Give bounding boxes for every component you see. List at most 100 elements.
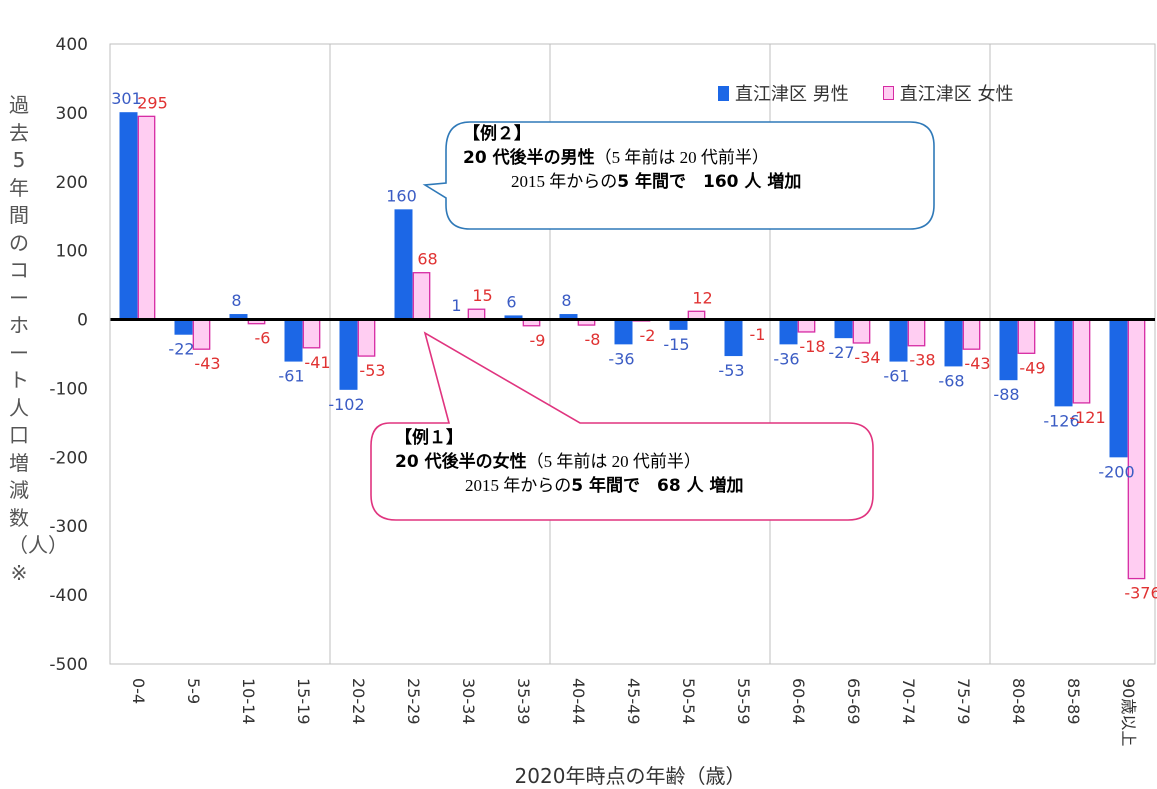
- legend-swatch-female: [882, 86, 894, 100]
- callout-example2-line2: 2015 年からの5 年間で 160 人 増加: [463, 170, 801, 194]
- y-tick-label: -200: [49, 448, 88, 468]
- bar-female: [1072, 318, 1091, 404]
- y-tick-label: -100: [49, 379, 88, 399]
- bar-female: [467, 308, 486, 321]
- legend-label-female: 直江津区 女性: [899, 84, 1014, 105]
- value-label-female: 12: [692, 288, 712, 307]
- value-label-female: -9: [530, 331, 546, 350]
- bar-male: [889, 319, 908, 362]
- bar-male: [1054, 319, 1073, 407]
- value-label-male: -36: [608, 349, 634, 368]
- bar-male: [999, 319, 1018, 381]
- legend-item-female: 直江津区 女性: [882, 80, 1014, 106]
- value-label-female: -43: [964, 354, 990, 373]
- y-tick-label: 300: [56, 104, 88, 124]
- bar-female: [797, 318, 816, 333]
- axes: [109, 44, 1155, 664]
- callout-example1-line1-rest: （5 年前は 20 代前半）: [526, 452, 701, 471]
- value-label-male: -61: [278, 367, 304, 386]
- value-label-female: -41: [304, 353, 330, 372]
- value-label-female: -376: [1124, 584, 1157, 603]
- value-label-male: -53: [718, 361, 744, 380]
- bars: [119, 112, 1146, 580]
- y-tick-labels: 400 300 200 100 0 -100 -200 -300 -400 -500: [49, 35, 88, 675]
- bar-male: [669, 319, 688, 330]
- y-tick-label: -300: [49, 517, 88, 537]
- x-tick-label: 30-34: [459, 678, 478, 725]
- bar-female: [1017, 318, 1036, 354]
- y-tick-label: -400: [49, 586, 88, 606]
- value-label-female: -8: [585, 330, 601, 349]
- value-label-female: -34: [854, 348, 880, 367]
- value-label-male: -102: [328, 395, 364, 414]
- x-tick-label: 20-24: [349, 678, 368, 725]
- x-tick-label: 65-69: [844, 678, 863, 725]
- value-label-male: -88: [993, 385, 1019, 404]
- callout-example2-line2-pre: 2015 年からの: [511, 172, 618, 191]
- bar-male: [834, 319, 853, 339]
- bar-male: [779, 319, 798, 345]
- callouts: [370, 121, 935, 521]
- bar-male: [229, 314, 248, 320]
- bar-male: [174, 319, 193, 335]
- callout-example2-shape: [422, 121, 935, 230]
- callout-example2-line1-bold: 20 代後半の男性: [463, 148, 595, 168]
- value-label-male: -15: [663, 335, 689, 354]
- value-label-female: -2: [640, 326, 656, 345]
- x-tick-label: 90歳以上: [1119, 678, 1138, 746]
- bar-male: [394, 209, 413, 320]
- bar-female: [907, 318, 926, 347]
- bar-male: [504, 315, 523, 320]
- value-label-female: -49: [1019, 358, 1045, 377]
- bar-female: [852, 318, 871, 344]
- bar-male: [944, 319, 963, 367]
- value-label-male: 8: [231, 291, 241, 310]
- callout-example1-line2-bold: 5 年間で 68 人 増加: [571, 476, 744, 496]
- value-label-male: -22: [168, 340, 194, 359]
- value-label-female: -6: [255, 329, 271, 348]
- value-label-female: -53: [359, 361, 385, 380]
- bar-male: [724, 319, 743, 357]
- value-label-female: -121: [1069, 408, 1105, 427]
- y-tick-label: 0: [77, 311, 88, 331]
- bar-male: [559, 314, 578, 320]
- x-tick-label: 80-84: [1009, 678, 1028, 725]
- bar-female: [357, 318, 376, 357]
- value-label-male: 1: [451, 296, 461, 315]
- callout-example2-line2-bold: 5 年間で 160 人 増加: [617, 172, 802, 192]
- x-tick-label: 85-89: [1064, 678, 1083, 725]
- callout-example1-line1-bold: 20 代後半の女性: [395, 452, 527, 472]
- value-label-female: -1: [750, 325, 766, 344]
- value-label-male: -61: [883, 367, 909, 386]
- callout-example1-line1: 20 代後半の女性（5 年前は 20 代前半）: [395, 450, 744, 474]
- value-label-male: 160: [386, 186, 417, 205]
- value-label-female: 15: [472, 286, 492, 305]
- legend-swatch-male: [718, 85, 729, 101]
- x-tick-label: 15-19: [294, 678, 313, 725]
- callout-example1-shape: [370, 331, 874, 521]
- value-label-male: -200: [1098, 462, 1134, 481]
- x-tick-label: 35-39: [514, 678, 533, 725]
- value-label-male: 8: [561, 291, 571, 310]
- callout-example2-line1: 20 代後半の男性（5 年前は 20 代前半）: [463, 146, 801, 170]
- x-tick-label: 55-59: [734, 678, 753, 725]
- value-label-female: -38: [909, 351, 935, 370]
- y-axis-title: 過去5年間のコーホート人口増減数（人）※: [8, 93, 68, 585]
- bar-male: [284, 319, 303, 362]
- callout-example1-line2-pre: 2015 年からの: [465, 476, 572, 495]
- x-tick-label: 25-29: [404, 678, 423, 725]
- value-label-female: -43: [194, 354, 220, 373]
- y-tick-label: 200: [56, 173, 88, 193]
- legend: 直江津区 男性 直江津区 女性: [718, 80, 1013, 106]
- bar-female: [192, 318, 211, 350]
- value-label-male: -27: [828, 343, 854, 362]
- x-tick-label: 50-54: [679, 678, 698, 725]
- value-label-male: -36: [773, 349, 799, 368]
- x-axis-title: 2020年時点の年齢（歳）: [514, 764, 746, 788]
- x-tick-label: 45-49: [624, 678, 643, 725]
- callout-example2-heading: 【例２】: [463, 124, 531, 144]
- x-tick-label: 0-4: [129, 678, 148, 704]
- y-tick-label: 400: [56, 35, 88, 55]
